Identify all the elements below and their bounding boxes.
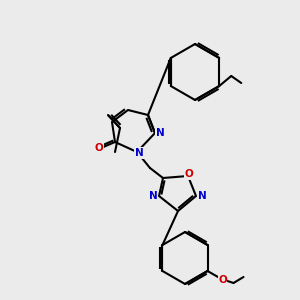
Text: N: N	[148, 191, 158, 201]
Text: O: O	[184, 169, 194, 179]
Text: N: N	[135, 148, 143, 158]
Text: O: O	[218, 275, 227, 285]
Text: O: O	[94, 143, 103, 153]
Text: N: N	[198, 191, 206, 201]
Text: N: N	[156, 128, 164, 138]
